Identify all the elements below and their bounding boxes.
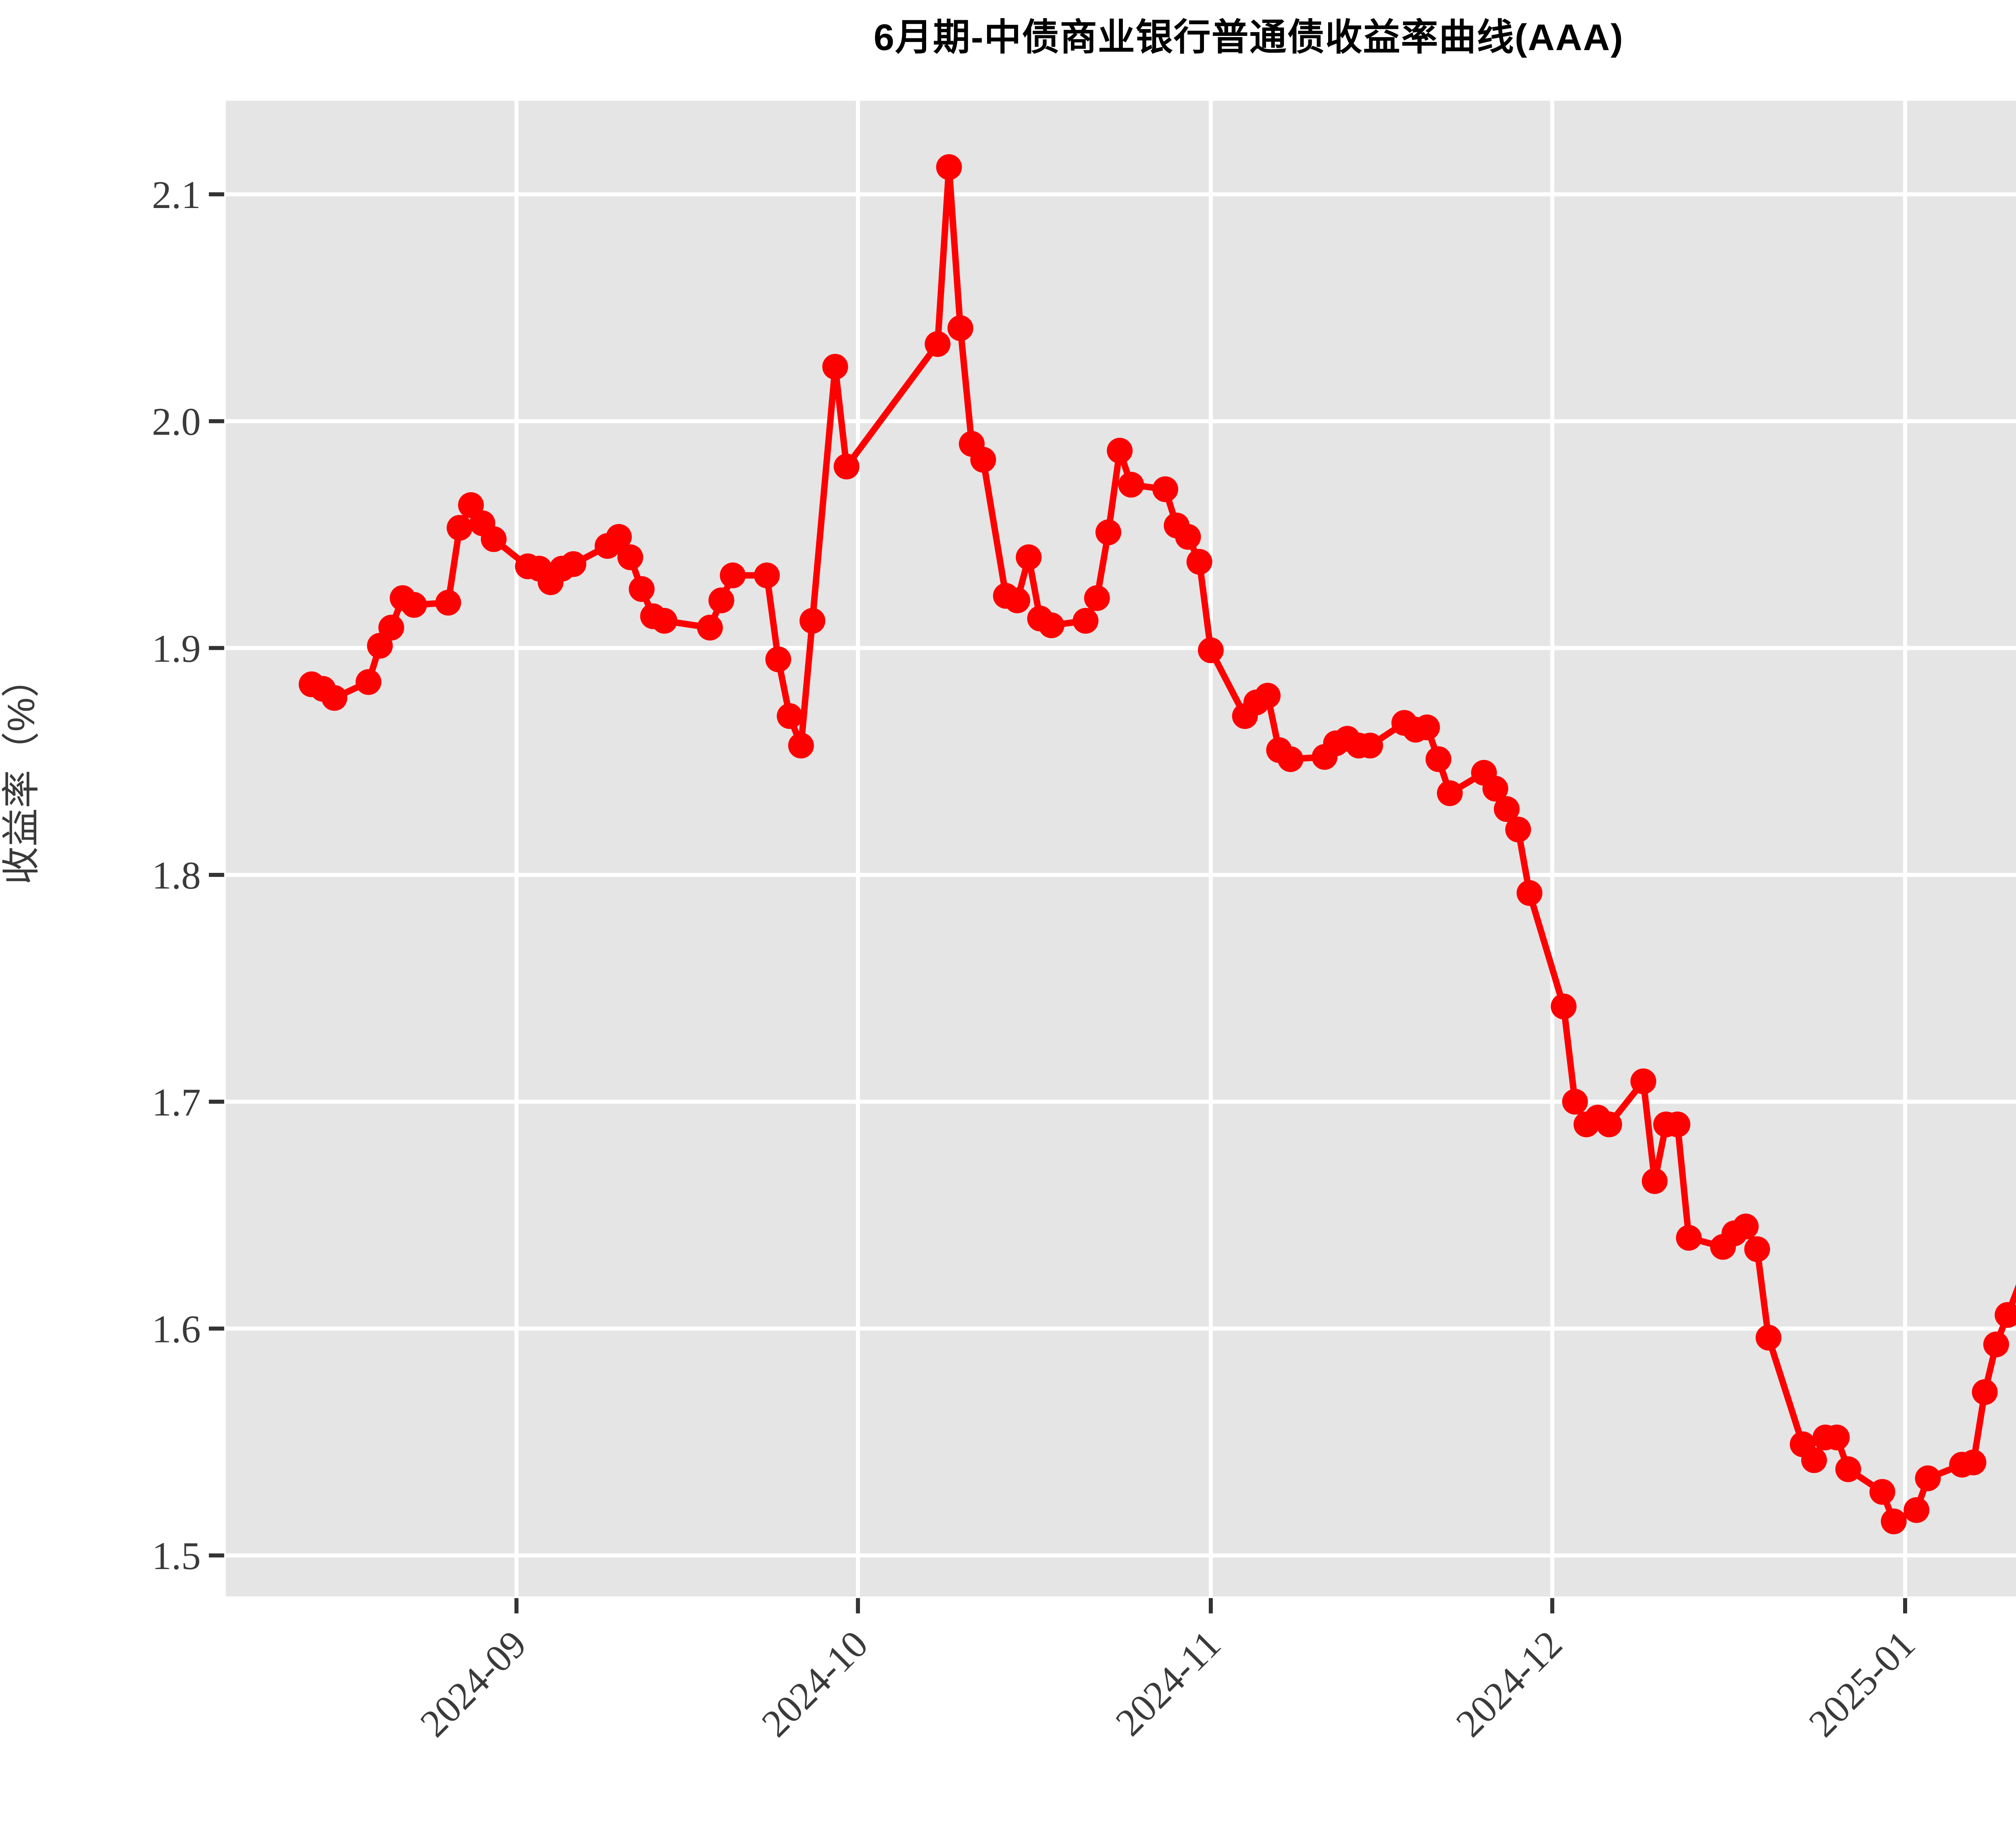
x-tick-label: 2024-11 bbox=[1107, 1622, 1229, 1744]
plot-panel bbox=[226, 101, 2016, 1596]
data-point-marker bbox=[1733, 1213, 1759, 1240]
data-point-marker bbox=[1095, 519, 1121, 545]
data-point-marker bbox=[720, 562, 746, 589]
data-point-marker bbox=[1835, 1456, 1861, 1482]
data-point-marker bbox=[925, 331, 951, 357]
y-tick-label: 2.0 bbox=[152, 400, 201, 443]
data-point-marker bbox=[651, 608, 677, 634]
data-point-marker bbox=[606, 524, 632, 550]
yield-line-series bbox=[298, 154, 2016, 1534]
data-point-marker bbox=[1505, 816, 1531, 843]
data-point-marker bbox=[1357, 733, 1383, 759]
data-point-marker bbox=[1562, 1089, 1588, 1115]
y-tick-label: 2.1 bbox=[152, 173, 201, 216]
data-point-marker bbox=[1425, 746, 1452, 772]
data-point-marker bbox=[1983, 1331, 2009, 1357]
data-point-marker bbox=[1630, 1068, 1656, 1095]
data-point-marker bbox=[833, 454, 860, 480]
y-tick-label: 1.6 bbox=[152, 1308, 201, 1351]
y-tick-label: 1.8 bbox=[152, 854, 201, 897]
data-point-marker bbox=[1186, 549, 1212, 575]
data-point-marker bbox=[1664, 1111, 1691, 1138]
data-point-marker bbox=[1516, 880, 1543, 906]
data-point-marker bbox=[1016, 544, 1042, 570]
data-point-marker bbox=[1551, 993, 1577, 1020]
data-point-marker bbox=[560, 551, 587, 577]
data-point-marker bbox=[708, 587, 735, 614]
data-point-marker bbox=[1641, 1168, 1668, 1194]
y-tick-label: 1.5 bbox=[152, 1534, 201, 1578]
data-point-marker bbox=[1414, 714, 1440, 741]
y-tick-label: 1.9 bbox=[152, 627, 201, 670]
data-point-marker bbox=[1972, 1379, 1998, 1405]
data-point-marker bbox=[481, 526, 507, 552]
data-point-marker bbox=[401, 592, 427, 618]
data-point-marker bbox=[1824, 1424, 1850, 1451]
data-point-marker bbox=[1004, 587, 1031, 614]
data-point-marker bbox=[1277, 746, 1304, 772]
data-point-marker bbox=[765, 646, 791, 672]
axis-ticks bbox=[209, 192, 1907, 1613]
data-point-marker bbox=[1915, 1465, 1941, 1491]
data-point-marker bbox=[754, 562, 780, 589]
data-point-marker bbox=[617, 544, 644, 570]
data-point-marker bbox=[1073, 608, 1099, 634]
data-point-marker bbox=[1676, 1225, 1702, 1251]
data-point-marker bbox=[777, 703, 803, 729]
plot-panel-bg bbox=[226, 101, 2016, 1596]
data-point-marker bbox=[355, 669, 381, 695]
x-tick-label: 2024-12 bbox=[1447, 1622, 1570, 1745]
data-point-marker bbox=[321, 685, 348, 711]
data-point-marker bbox=[1744, 1236, 1770, 1262]
data-point-marker bbox=[822, 354, 848, 380]
data-point-marker bbox=[1493, 796, 1520, 822]
data-point-marker bbox=[1118, 472, 1144, 498]
data-point-marker bbox=[1084, 585, 1110, 611]
data-point-marker bbox=[1482, 776, 1508, 802]
data-point-marker bbox=[1255, 683, 1281, 709]
data-point-marker bbox=[697, 614, 723, 641]
data-point-marker bbox=[1904, 1497, 1930, 1523]
data-point-marker bbox=[936, 154, 962, 180]
data-point-marker bbox=[435, 589, 461, 616]
data-point-marker bbox=[378, 614, 404, 641]
x-tick-label: 2024-10 bbox=[753, 1622, 876, 1745]
data-point-marker bbox=[1960, 1449, 1987, 1476]
data-point-marker bbox=[1995, 1302, 2016, 1328]
y-tick-label: 1.7 bbox=[152, 1081, 201, 1124]
data-point-marker bbox=[970, 447, 996, 473]
data-point-marker bbox=[1152, 476, 1179, 502]
data-point-marker bbox=[788, 733, 814, 759]
x-tick-label: 2025-01 bbox=[1801, 1622, 1923, 1745]
data-point-marker bbox=[1038, 612, 1064, 639]
chart-title: 6月期-中债商业银行普通债收益率曲线(AAA) bbox=[873, 17, 1624, 58]
data-point-marker bbox=[947, 315, 973, 341]
gridlines bbox=[226, 101, 2016, 1596]
x-tick-label: 2024-09 bbox=[412, 1622, 535, 1745]
data-point-marker bbox=[1175, 524, 1201, 550]
data-point-marker bbox=[1881, 1508, 1907, 1534]
data-point-marker bbox=[1596, 1111, 1622, 1138]
data-point-marker bbox=[1198, 637, 1224, 663]
data-point-marker bbox=[1437, 780, 1463, 806]
y-axis-label: 收益率（%） bbox=[0, 659, 43, 885]
data-point-marker bbox=[629, 576, 655, 602]
data-point-marker bbox=[446, 515, 473, 541]
data-point-marker bbox=[1756, 1325, 1782, 1351]
data-point-marker bbox=[799, 608, 825, 634]
data-point-marker bbox=[1107, 437, 1133, 464]
data-point-marker bbox=[1869, 1479, 1895, 1505]
data-point-marker bbox=[1801, 1447, 1827, 1473]
